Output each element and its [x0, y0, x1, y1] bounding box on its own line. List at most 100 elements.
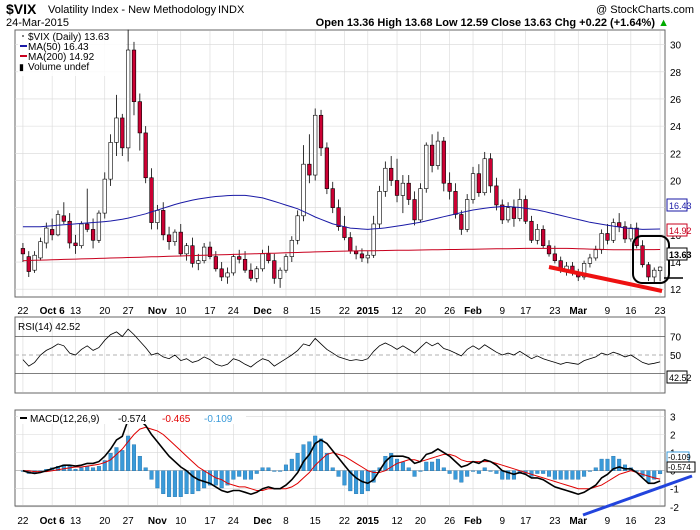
x-tick-label: 9: [605, 516, 611, 527]
candle-body: [324, 147, 329, 189]
x-tick-label: 23: [549, 516, 561, 527]
macd-hist-bar: [611, 455, 616, 471]
candle-body: [295, 215, 300, 241]
candle-body: [640, 245, 645, 266]
candle-body: [646, 264, 651, 278]
price-legend: $VIX (Daily) 13.63 MA(50) 16.43 MA(200) …: [18, 31, 126, 76]
x-tick-label: 17: [520, 306, 532, 317]
ma50-axis-mark: 16.43: [669, 201, 692, 211]
macd-hist-bar: [441, 467, 446, 471]
candle-body: [313, 114, 318, 176]
macd-hist-bar: [149, 470, 154, 480]
candle-body: [283, 256, 289, 271]
candle-body: [219, 268, 224, 278]
x-tick-label: 16: [625, 306, 637, 317]
candle-body: [599, 233, 604, 251]
candle-body: [529, 220, 534, 241]
candle-body: [231, 256, 236, 274]
hist-value: -0.109: [204, 414, 233, 425]
last-price-axis-mark: 13.63: [669, 250, 692, 260]
macd-hist-bar: [365, 470, 370, 492]
candle-body: [628, 227, 633, 240]
x-tick-label: 24: [228, 516, 240, 527]
macd-hist-bar: [102, 460, 107, 471]
price-tick-label: 22: [670, 149, 682, 160]
x-axis-labels-price: 22 Oct 6 13 20 27 Nov 10 17 24 Dec 8 15 22 2015 12 20 26…: [17, 306, 666, 317]
x-tick-label: 9: [499, 306, 505, 317]
candle-body: [447, 182, 452, 192]
macd-hist-bar: [418, 470, 423, 472]
candle-body: [260, 253, 265, 270]
candle-body: [383, 167, 388, 192]
candle-body: [44, 227, 49, 244]
macd-hist-bar: [225, 470, 230, 486]
candle-body: [418, 188, 423, 221]
watermark: @ StockCharts.com: [596, 4, 694, 16]
macd-hist-bar: [324, 453, 329, 471]
candle-body: [143, 132, 148, 179]
candle-body: [254, 268, 259, 279]
macd-hist-bar: [91, 467, 96, 471]
candle-body: [114, 117, 119, 143]
candle-body: [202, 246, 207, 261]
macd-hist-bar: [605, 458, 610, 471]
candle-body: [155, 210, 160, 223]
candle-body: [611, 222, 616, 241]
x-tick-label: 12: [391, 306, 403, 317]
symbol-title: $VIX: [6, 1, 37, 17]
candle-body: [190, 245, 195, 264]
chg-arrow-icon: ▲: [658, 17, 669, 29]
macd-hist-bar: [576, 470, 581, 480]
macd-hist-bar: [114, 447, 119, 471]
x-tick-label: Feb: [464, 516, 482, 527]
macd-hist-bar: [552, 470, 557, 480]
macd-hist-bar: [354, 470, 359, 494]
x-tick-label: 10: [175, 306, 187, 317]
candle-body: [541, 229, 546, 247]
macd-hist-bar: [541, 470, 546, 474]
x-tick-label: Oct 6: [40, 516, 65, 527]
macd-hist-bar: [243, 470, 248, 480]
candle-body: [342, 226, 347, 238]
macd-tick-label: -1: [670, 485, 679, 496]
macd-hist-bar: [178, 470, 183, 497]
macd-hist-bar: [617, 458, 622, 471]
x-tick-label: Dec: [253, 516, 272, 527]
macd-hist-bar: [313, 435, 318, 471]
candle-body: [237, 256, 242, 260]
macd-hist-bar: [283, 464, 288, 471]
candle-body: [26, 256, 31, 272]
macd-tick-label: -2: [670, 503, 679, 514]
candle-body: [377, 191, 382, 225]
macd-hist-bar: [336, 470, 341, 477]
candle-body: [120, 117, 125, 149]
candle-body: [73, 242, 78, 247]
candle-body: [242, 259, 248, 271]
volume-bars-icon: ▮: [19, 62, 24, 72]
price-tick-label: 26: [670, 95, 682, 106]
candle-body: [441, 140, 446, 184]
rsi-line: [22, 328, 661, 368]
candle-body: [137, 101, 142, 134]
candle-body: [207, 246, 213, 257]
candle-body: [657, 266, 663, 272]
candle-body: [126, 49, 131, 149]
candle-body: [161, 210, 166, 236]
macd-hist-bar: [593, 467, 598, 471]
x-tick-label: 15: [310, 306, 322, 317]
macd-hist-bar: [547, 470, 552, 477]
candle-body: [318, 114, 324, 149]
candle-body: [622, 226, 628, 240]
macd-hist-bar: [430, 461, 435, 471]
x-tick-label: 23: [549, 306, 561, 317]
macd-hist-bar: [500, 470, 505, 480]
legend-ma200: MA(200) 14.92: [28, 52, 95, 63]
candle-body: [184, 245, 189, 255]
candle-body: [389, 167, 394, 181]
x-tick-label: 26: [444, 306, 456, 317]
macd-hist-bar: [301, 444, 306, 471]
x-tick-label: 20: [99, 516, 111, 527]
price-tick-label: 30: [670, 41, 682, 52]
macd-hist-bar: [137, 455, 142, 471]
candle-body: [581, 263, 587, 278]
